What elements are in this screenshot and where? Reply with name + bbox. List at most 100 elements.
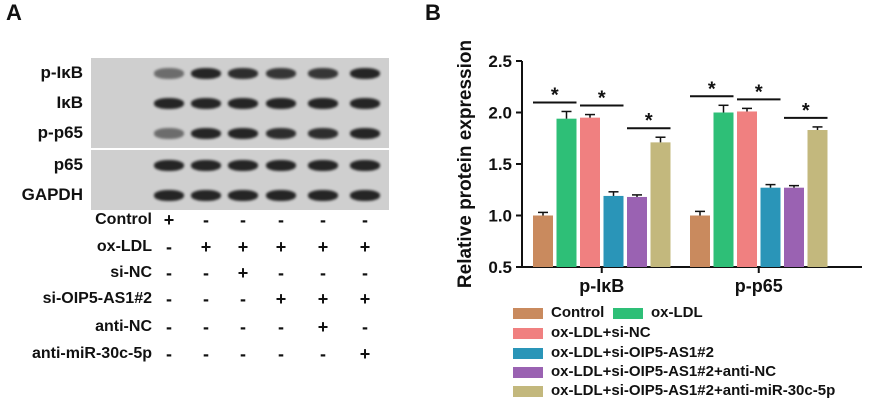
legend-swatch [513, 366, 543, 378]
blot-strip [91, 88, 389, 118]
significance-star: * [598, 88, 606, 110]
blot-band [191, 68, 221, 79]
blot-band [266, 68, 296, 79]
minus-sign: - [166, 289, 172, 309]
blot-band [308, 190, 338, 201]
plus-sign: + [237, 237, 249, 257]
condition-label: anti-miR-30c-5p [31, 345, 152, 362]
y-tick-label: 2.5 [488, 52, 512, 71]
blot-band [350, 98, 380, 109]
legend-item: ox-LDL [613, 305, 703, 321]
plus-sign: + [317, 317, 329, 337]
legend-label: ox-LDL [651, 304, 703, 321]
legend-swatch [513, 347, 543, 359]
minus-sign: - [203, 210, 209, 230]
blot-band [228, 68, 258, 79]
minus-sign: - [278, 317, 284, 337]
legend-item: ox-LDL+si-NC [513, 325, 651, 341]
plus-sign: + [200, 237, 212, 257]
y-axis-label: Relative protein expression [455, 40, 476, 288]
blot-label: p65 [53, 155, 83, 174]
bar [737, 111, 757, 267]
y-tick-label: 0.5 [488, 258, 512, 277]
minus-sign: - [203, 317, 209, 337]
condition-label: ox-LDL [96, 238, 152, 255]
plus-sign: + [359, 344, 371, 364]
blot-band [228, 160, 258, 171]
blot-band [350, 128, 380, 139]
legend-label: ox-LDL+si-OIP5-AS1#2+anti-NC [551, 363, 777, 380]
minus-sign: - [203, 289, 209, 309]
significance-star: * [708, 78, 716, 100]
blot-band [154, 68, 184, 79]
bar [690, 215, 710, 267]
blot-label: GAPDH [21, 185, 83, 204]
blot-band [154, 160, 184, 171]
bar [556, 118, 577, 268]
plus-sign: + [163, 210, 175, 230]
significance-star: * [802, 100, 810, 122]
legend-label: ox-LDL+si-OIP5-AS1#2 [551, 344, 714, 361]
blot-band [228, 98, 258, 109]
blot-label: p-IκB [40, 63, 83, 82]
blot-band [308, 68, 338, 79]
legend-swatch [513, 327, 543, 339]
legend-swatch [513, 307, 543, 319]
blot-band [266, 160, 296, 171]
blot-band [350, 190, 380, 201]
blot-strip [91, 118, 389, 148]
plus-sign: + [359, 237, 371, 257]
legend-label: ox-LDL+si-NC [551, 324, 651, 341]
bar [650, 142, 671, 267]
condition-label: anti-NC [95, 318, 152, 335]
bar [760, 187, 781, 267]
blot-band [266, 98, 296, 109]
minus-sign: - [320, 210, 326, 230]
bar [784, 187, 804, 267]
minus-sign: - [278, 344, 284, 364]
blot-band [154, 128, 184, 139]
plus-sign: + [317, 289, 329, 309]
blot-label: p-p65 [37, 123, 83, 142]
blot-band [228, 190, 258, 201]
legend-label: ox-LDL+si-OIP5-AS1#2+anti-miR-30c-5p [551, 382, 836, 399]
blot-band [191, 128, 221, 139]
plus-sign: + [275, 289, 287, 309]
blot-band [266, 128, 296, 139]
legend-item: Control [513, 305, 604, 321]
minus-sign: - [203, 263, 209, 283]
significance-star: * [645, 110, 653, 132]
minus-sign: - [362, 210, 368, 230]
legend-swatch [513, 385, 543, 397]
condition-label: si-NC [110, 264, 152, 281]
blot-band [308, 128, 338, 139]
blot-band [191, 190, 221, 201]
minus-sign: - [320, 263, 326, 283]
blot-band [350, 160, 380, 171]
panel-b-letter: B [425, 0, 441, 25]
x-tick-label: p-p65 [735, 276, 783, 296]
x-tick-label: p-IκB [579, 276, 624, 296]
bar [533, 215, 553, 267]
blot-band [308, 98, 338, 109]
plus-sign: + [359, 289, 371, 309]
minus-sign: - [240, 317, 246, 337]
bar [627, 196, 647, 267]
minus-sign: - [240, 289, 246, 309]
y-tick-label: 1.0 [488, 207, 512, 226]
blot-band [154, 190, 184, 201]
blot-band [350, 68, 380, 79]
legend-item: ox-LDL+si-OIP5-AS1#2 [513, 345, 714, 361]
plus-sign: + [237, 263, 249, 283]
blot-band [228, 128, 258, 139]
minus-sign: - [278, 263, 284, 283]
legend-item: ox-LDL+si-OIP5-AS1#2+anti-miR-30c-5p [513, 383, 835, 399]
minus-sign: - [166, 317, 172, 337]
minus-sign: - [240, 210, 246, 230]
blot-band [154, 98, 184, 109]
minus-sign: - [166, 344, 172, 364]
condition-label: si-OIP5-AS1#2 [42, 290, 152, 307]
minus-sign: - [203, 344, 209, 364]
significance-star: * [755, 81, 763, 103]
